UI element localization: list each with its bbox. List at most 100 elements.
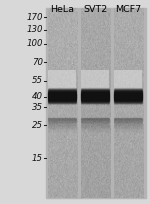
Bar	[48, 101, 76, 102]
Bar	[81, 129, 109, 130]
Bar	[114, 125, 142, 126]
Text: 55: 55	[32, 76, 43, 85]
Bar	[114, 119, 142, 120]
Bar	[48, 123, 76, 124]
Bar	[114, 129, 142, 130]
Bar	[114, 130, 142, 131]
Bar	[81, 128, 109, 129]
Bar	[114, 122, 142, 123]
Text: 40: 40	[32, 92, 43, 101]
Bar	[81, 123, 109, 124]
Bar	[81, 132, 109, 133]
Bar	[48, 90, 76, 91]
Bar	[114, 93, 142, 94]
Bar	[114, 94, 142, 95]
Bar	[114, 103, 142, 104]
Bar	[48, 124, 76, 125]
Bar	[81, 121, 109, 122]
Bar	[48, 89, 76, 90]
Bar	[81, 95, 109, 96]
Bar	[48, 121, 76, 122]
Bar	[114, 96, 142, 97]
Bar	[114, 126, 142, 127]
Bar	[81, 94, 109, 95]
Bar	[81, 124, 109, 125]
Bar	[81, 133, 109, 134]
Bar	[114, 123, 142, 124]
Bar	[81, 127, 109, 128]
Bar	[48, 97, 76, 98]
Bar	[48, 133, 76, 134]
Bar	[48, 96, 76, 97]
Text: 35: 35	[32, 103, 43, 112]
Bar	[114, 101, 142, 102]
Bar	[114, 121, 142, 122]
Bar	[114, 128, 142, 129]
Bar	[114, 91, 142, 92]
Bar	[48, 119, 76, 120]
Bar	[81, 131, 109, 132]
Bar	[48, 91, 76, 92]
Bar	[48, 131, 76, 132]
Bar	[114, 133, 142, 134]
Bar	[114, 124, 142, 125]
Bar	[114, 99, 142, 100]
Bar	[114, 98, 142, 99]
Bar	[81, 93, 109, 94]
Bar	[81, 120, 109, 121]
Bar	[48, 134, 76, 135]
Bar	[81, 91, 109, 92]
Bar	[48, 88, 76, 89]
Bar	[81, 119, 109, 120]
Bar	[48, 128, 76, 129]
Text: MCF7: MCF7	[115, 5, 141, 14]
Bar	[46, 8, 146, 198]
Bar	[81, 102, 109, 103]
Bar	[114, 89, 142, 90]
Text: HeLa: HeLa	[50, 5, 74, 14]
Text: 130: 130	[26, 25, 43, 34]
Bar	[114, 118, 142, 119]
Bar	[48, 100, 76, 101]
Bar	[48, 125, 76, 126]
Bar	[114, 127, 142, 128]
Bar	[48, 132, 76, 133]
Bar	[114, 102, 142, 103]
Bar	[48, 118, 76, 119]
Text: 25: 25	[32, 121, 43, 130]
Bar	[114, 134, 142, 135]
Text: 70: 70	[32, 58, 43, 67]
Text: 100: 100	[26, 39, 43, 48]
Bar	[48, 122, 76, 123]
Bar	[48, 92, 76, 93]
Bar	[48, 129, 76, 130]
Bar	[114, 95, 142, 96]
Bar	[81, 134, 109, 135]
Bar	[114, 88, 142, 89]
Bar	[81, 130, 109, 131]
Bar	[114, 131, 142, 132]
Bar	[81, 101, 109, 102]
Bar	[48, 99, 76, 100]
Bar	[48, 94, 76, 95]
Bar	[48, 98, 76, 99]
Bar	[48, 102, 76, 103]
Bar	[81, 126, 109, 127]
Text: 15: 15	[32, 154, 43, 163]
Bar	[81, 98, 109, 99]
Text: 170: 170	[26, 13, 43, 22]
Bar	[81, 125, 109, 126]
Bar	[81, 92, 109, 93]
Bar	[114, 97, 142, 98]
Bar	[81, 88, 109, 89]
Bar	[48, 103, 76, 104]
Bar	[81, 89, 109, 90]
Bar	[81, 122, 109, 123]
Bar	[48, 130, 76, 131]
Bar	[114, 100, 142, 101]
Bar	[81, 99, 109, 100]
Bar	[48, 93, 76, 94]
Bar	[48, 126, 76, 127]
Bar	[48, 127, 76, 128]
Bar	[48, 95, 76, 96]
